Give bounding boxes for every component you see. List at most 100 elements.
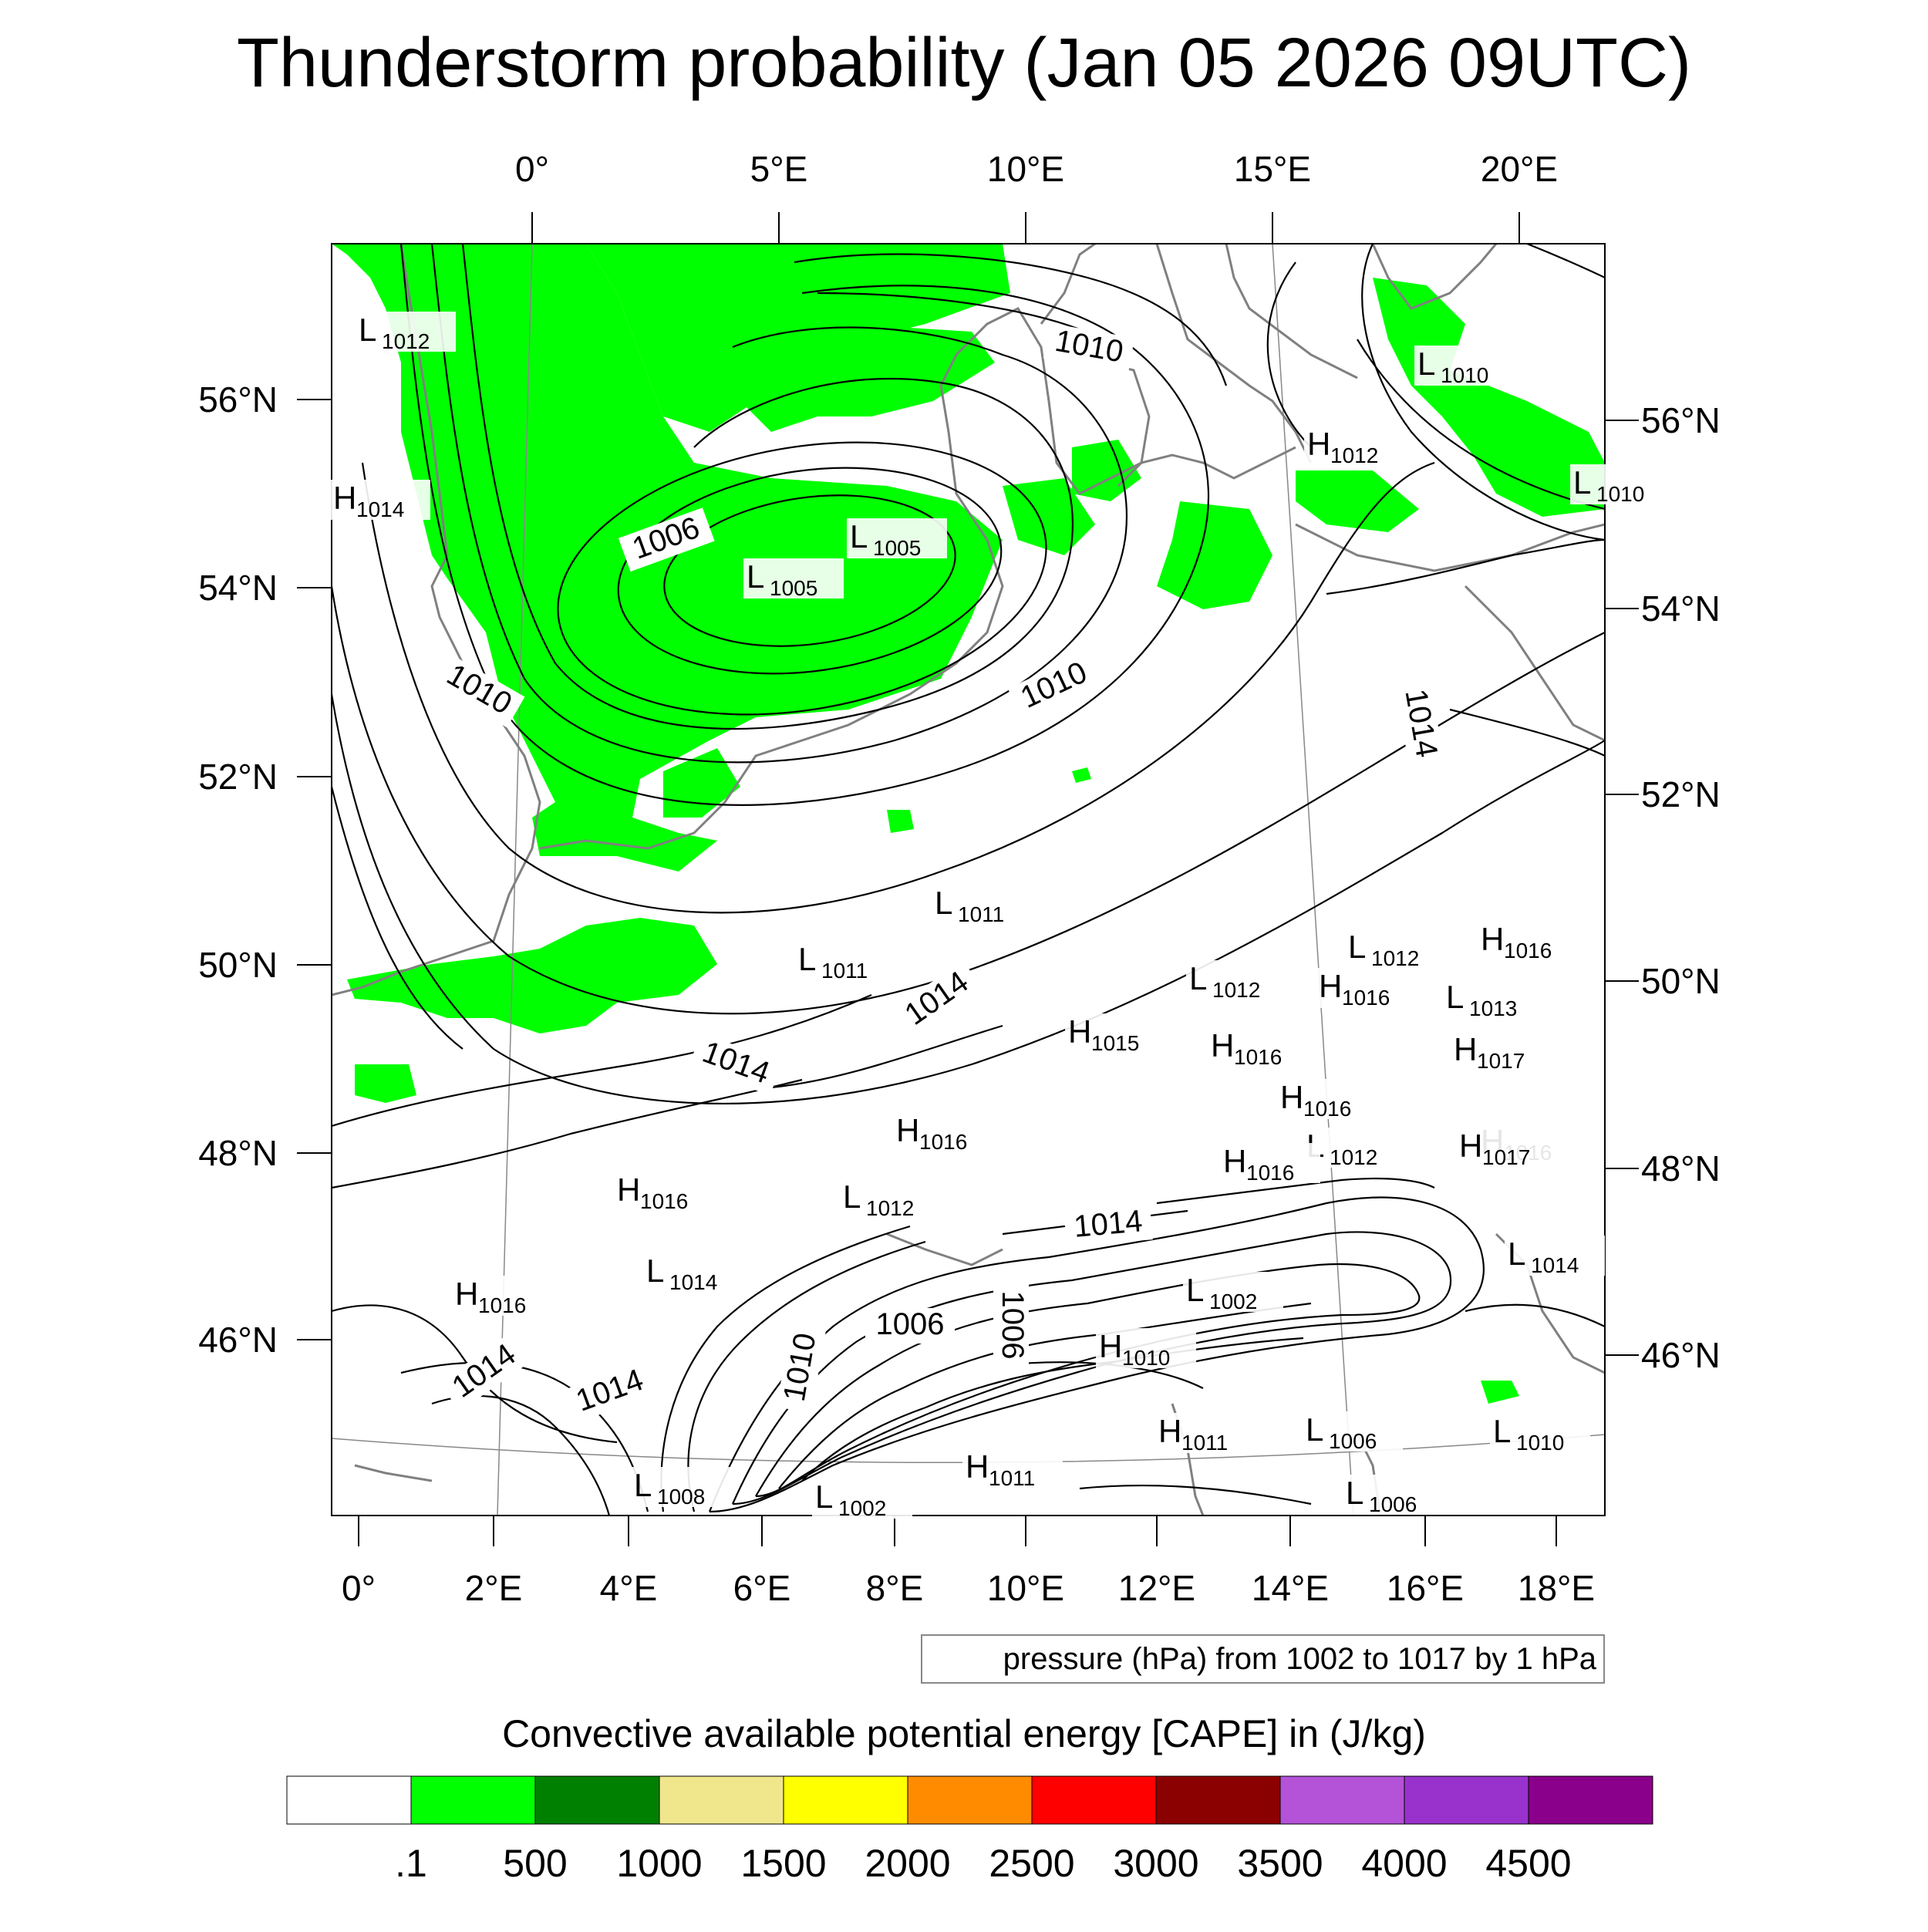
- pressure-center-value: 1005: [873, 536, 921, 560]
- pressure-center-symbol: H: [1319, 968, 1342, 1004]
- pressure-center-symbol: L: [1446, 979, 1464, 1015]
- pressure-center-symbol: L: [1573, 464, 1591, 501]
- pressure-center-symbol: H: [1481, 921, 1504, 957]
- pressure-center-value: 1016: [919, 1130, 967, 1154]
- pressure-center: L 1010: [1570, 464, 1670, 506]
- pressure-center-symbol: H: [966, 1448, 989, 1485]
- pressure-center: L 1014: [643, 1253, 743, 1294]
- map-frame: [331, 243, 1606, 1516]
- pressure-center-value: 1011: [821, 959, 868, 983]
- pressure-center-value: 1016: [1246, 1161, 1294, 1185]
- top-lon-label: 10°E: [987, 149, 1064, 189]
- pressure-center-value: 1011: [1181, 1431, 1228, 1455]
- colorbar-swatch: [659, 1775, 784, 1825]
- pressure-center-value: 1010: [1516, 1431, 1564, 1455]
- isobars: [332, 244, 1605, 1516]
- top-lon-label: 5°E: [750, 149, 808, 189]
- colorbar-label: 500: [503, 1842, 567, 1885]
- pressure-center-value: 1016: [1234, 1045, 1282, 1069]
- colorbar-swatch: [1528, 1775, 1653, 1825]
- contour-label: 1006: [876, 1307, 945, 1341]
- contour-label: 1014: [1073, 1204, 1144, 1244]
- colorbar-swatch: [534, 1775, 660, 1825]
- pressure-center-value: 1012: [1212, 978, 1260, 1002]
- pressure-center-symbol: H: [333, 480, 356, 516]
- pressure-center-value: 1006: [1369, 1492, 1417, 1516]
- pressure-center-symbol: L: [1493, 1413, 1511, 1449]
- pressure-center-symbol: L: [935, 885, 952, 921]
- bottom-lon-label: 18°E: [1518, 1568, 1595, 1608]
- pressure-center-value: 1012: [1330, 443, 1378, 467]
- right-lat-label: 48°N: [1641, 1148, 1721, 1189]
- pressure-center: L 1011: [795, 941, 895, 983]
- pressure-center-value: 1010: [1122, 1346, 1170, 1370]
- pressure-center-value: 1008: [657, 1485, 705, 1509]
- bottom-lon-label: 8°E: [866, 1568, 924, 1608]
- pressure-center: H 1017: [1456, 1128, 1556, 1169]
- bottom-lon-label: 4°E: [600, 1568, 658, 1608]
- pressure-center: L 1011: [932, 885, 1032, 926]
- pressure-center-value: 1016: [1504, 939, 1552, 963]
- colorbar-labels: .1 500 1000 1500 2000 2500 3000 3500 4000 4500: [395, 1842, 1571, 1885]
- pressure-center: H 1015: [1065, 1013, 1165, 1055]
- pressure-center-value: 1013: [1469, 996, 1517, 1020]
- left-lat-label: 56°N: [198, 379, 278, 420]
- left-lat-label: 52°N: [198, 757, 278, 797]
- pressure-center-value: 1010: [1441, 363, 1488, 387]
- pressure-center: L 1006: [1343, 1475, 1443, 1516]
- pressure-center-value: 1016: [1303, 1097, 1351, 1121]
- pressure-center-symbol: L: [1306, 1411, 1323, 1448]
- pressure-center: L 1005: [847, 518, 947, 560]
- pressure-center-symbol: H: [1211, 1027, 1234, 1064]
- pressure-center: H 1017: [1451, 1031, 1551, 1073]
- colorbar-swatch: [1155, 1775, 1281, 1825]
- colorbar-label: 3500: [1237, 1842, 1323, 1885]
- pressure-center-symbol: H: [1459, 1128, 1482, 1164]
- pressure-center: H 1011: [962, 1448, 1063, 1490]
- pressure-center-symbol: H: [896, 1112, 919, 1148]
- pressure-center: H 1011: [1155, 1413, 1256, 1455]
- right-lat-label: 56°N: [1641, 400, 1721, 440]
- pressure-center-symbol: H: [1454, 1031, 1477, 1067]
- left-lat-label: 50°N: [198, 945, 278, 985]
- colorbar-swatch: [1404, 1775, 1529, 1825]
- left-lat-label: 54°N: [198, 568, 278, 608]
- contour-info-box: [921, 1634, 1605, 1684]
- pressure-center-symbol: L: [1186, 1272, 1204, 1308]
- pressure-center-symbol: H: [1158, 1413, 1181, 1449]
- pressure-center-value: 1016: [1342, 986, 1390, 1010]
- pressure-center-value: 1015: [1091, 1031, 1139, 1055]
- pressure-center-symbol: L: [798, 941, 816, 977]
- pressure-center: L 1005: [743, 558, 844, 600]
- pressure-center-value: 1014: [1531, 1253, 1579, 1277]
- right-lat-label: 54°N: [1641, 588, 1721, 629]
- pressure-center-symbol: L: [359, 312, 376, 348]
- colorbar-label: 1500: [740, 1842, 826, 1885]
- pressure-center: L 1002: [1183, 1272, 1283, 1313]
- colorbar-swatch: [286, 1775, 412, 1825]
- pressure-center-symbol: H: [1223, 1143, 1246, 1179]
- colorbar-swatch: [410, 1775, 536, 1825]
- pressure-center-symbol: L: [1346, 1475, 1363, 1511]
- pressure-center-value: 1017: [1477, 1049, 1525, 1073]
- pressure-center: L 1013: [1443, 979, 1543, 1020]
- pressure-center-symbol: L: [850, 518, 868, 555]
- colorbar-label: 3000: [1113, 1842, 1198, 1885]
- pressure-center-value: 1012: [1371, 946, 1419, 970]
- pressure-center-value: 1017: [1482, 1145, 1530, 1169]
- pressure-center-value: 1005: [770, 576, 817, 600]
- colorbar-label: 2500: [989, 1842, 1074, 1885]
- pressure-center-symbol: H: [455, 1276, 478, 1312]
- right-lat-label: 46°N: [1641, 1335, 1721, 1375]
- colorbar-label: 2000: [865, 1842, 950, 1885]
- pressure-center-value: 1002: [1209, 1290, 1257, 1313]
